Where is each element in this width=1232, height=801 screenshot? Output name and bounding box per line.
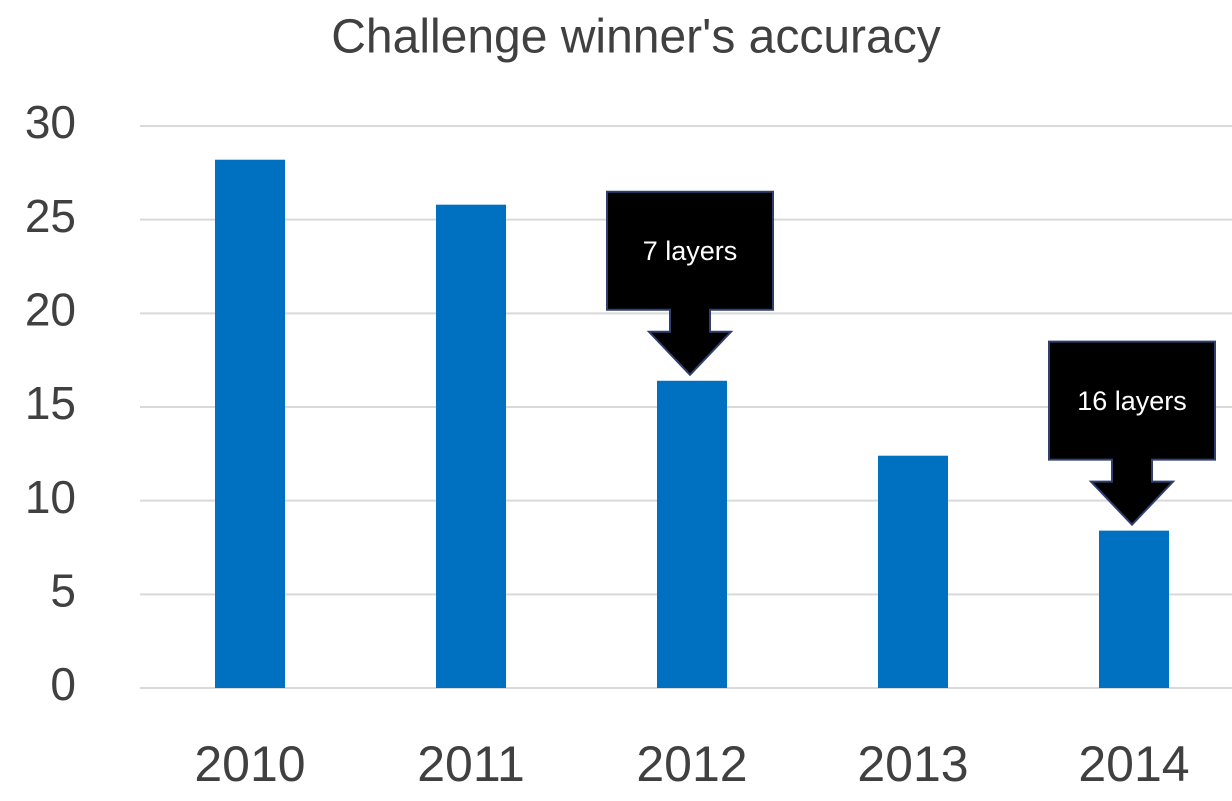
x-tick-label: 2014 [1078,736,1189,792]
callout-box: 16 layers [1077,385,1187,416]
x-tick-label: 2013 [857,736,968,792]
bar [436,204,506,688]
y-tick-label: 5 [50,564,76,616]
y-tick-label: 20 [25,283,76,335]
y-tick-label: 0 [50,658,76,710]
callout-text: 16 layers [1077,385,1187,416]
x-tick-label: 2011 [417,736,525,792]
y-tick-label: 10 [25,471,76,523]
y-tick-label: 30 [25,96,76,148]
callout [1048,340,1216,527]
bar [1099,530,1169,688]
callout-box: 7 layers [642,235,738,266]
chart-title: Challenge winner's accuracy [331,11,940,64]
bar [657,380,727,688]
x-tick-label: 2012 [636,736,747,792]
y-tick-label: 25 [25,190,76,242]
x-tick-label: 2010 [194,736,305,792]
callout [606,190,774,377]
bar [878,455,948,688]
bar [215,159,285,689]
callout-text: 7 layers [642,235,738,266]
y-tick-label: 15 [25,377,76,429]
